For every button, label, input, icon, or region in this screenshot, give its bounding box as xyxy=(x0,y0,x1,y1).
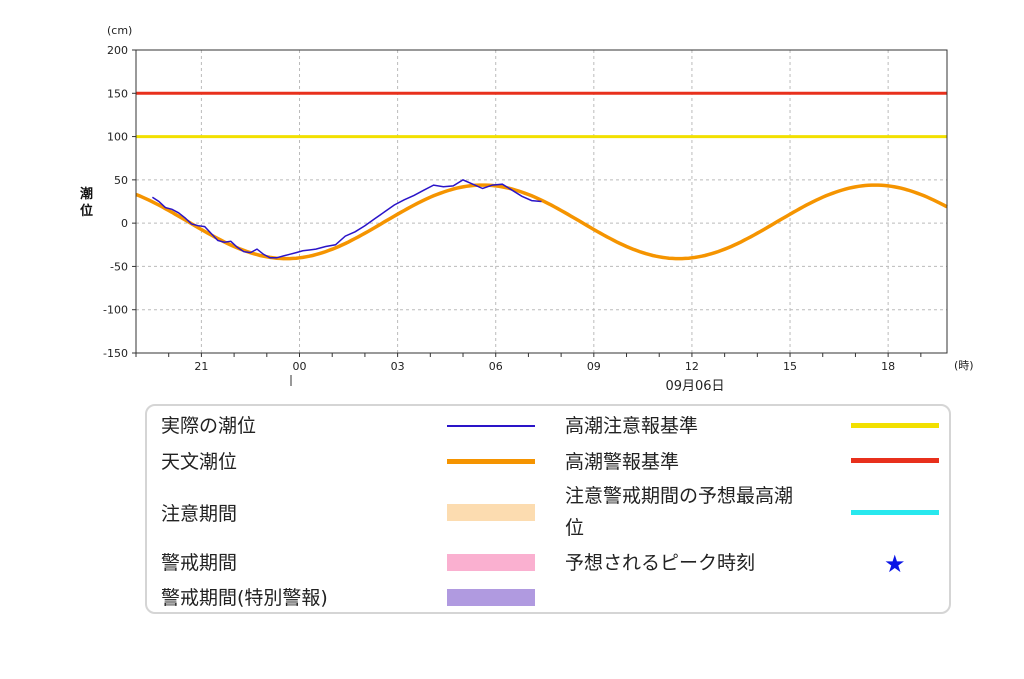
legend-swatch-actual-tide xyxy=(447,425,535,427)
y-tick-label: -100 xyxy=(103,304,128,317)
y-axis-title: 潮位 xyxy=(80,186,93,219)
x-axis: 21 00 03 06 09 12 15 18 xyxy=(135,353,922,373)
y-tick-label: -150 xyxy=(103,347,128,360)
chart-grid xyxy=(136,49,947,354)
legend-swatch-astronomical-tide xyxy=(447,459,535,464)
y-tick-label: 150 xyxy=(107,87,128,100)
x-tick-label: 06 xyxy=(489,360,503,373)
legend-label-peak-time: 予想されるピーク時刻 xyxy=(565,552,756,574)
x-tick-label: 18 xyxy=(881,360,895,373)
x-tick-label: 00 xyxy=(293,360,307,373)
y-tick-label: 100 xyxy=(107,131,128,144)
tide-chart: 200 150 100 50 0 -50 -100 -150 21 00 03 06 09 12 15 18… xyxy=(80,24,974,394)
x-tick-label: 03 xyxy=(391,360,405,373)
plot-frame xyxy=(135,49,948,354)
astronomical-tide-line xyxy=(135,183,948,261)
y-tick-label: 200 xyxy=(107,44,128,57)
x-tick-label: 12 xyxy=(685,360,699,373)
legend-swatch-special-warning-period xyxy=(447,589,535,606)
chart-series xyxy=(135,179,948,261)
legend-swatch-caution-period xyxy=(447,504,535,521)
x-tick-label: 09 xyxy=(587,360,601,373)
y-axis: 200 150 100 50 0 -50 -100 -150 xyxy=(103,44,136,360)
y-tick-label: 0 xyxy=(121,217,128,230)
star-icon: ★ xyxy=(884,550,906,578)
legend-label-caution-period: 注意期間 xyxy=(161,503,238,525)
y-tick-label: -50 xyxy=(110,260,128,273)
legend-swatch-predicted-max xyxy=(851,510,939,515)
legend-label-predicted-max-line1: 注意警戒期間の予想最高潮 xyxy=(565,485,794,507)
y-tick-label: 50 xyxy=(114,174,128,187)
x-tick-label: 21 xyxy=(194,360,208,373)
legend-label-caution-criterion: 高潮注意報基準 xyxy=(565,415,699,437)
legend-swatch-caution-criterion xyxy=(851,423,939,428)
reference-lines xyxy=(136,91,947,139)
actual-tide-line xyxy=(151,179,542,259)
x-tick-label: 15 xyxy=(783,360,797,373)
legend-label-special-warning-period: 警戒期間(特別警報) xyxy=(161,587,328,609)
legend-label-warning-criterion: 高潮警報基準 xyxy=(565,451,680,473)
date-label: 09月06日 xyxy=(665,379,724,394)
legend-label-actual-tide: 実際の潮位 xyxy=(161,415,257,437)
legend-label-astronomical-tide: 天文潮位 xyxy=(161,451,238,473)
legend-label-predicted-max-line2: 位 xyxy=(565,517,585,539)
y-unit-label: (cm) xyxy=(107,24,132,37)
x-unit-label: (時) xyxy=(954,359,974,372)
legend-swatch-warning-criterion xyxy=(851,458,939,463)
legend-label-warning-period: 警戒期間 xyxy=(161,552,238,574)
legend-box: 実際の潮位 天文潮位 注意期間 警戒期間 警戒期間(特別警報) 高潮注意報基準 … xyxy=(145,404,951,614)
legend-swatch-warning-period xyxy=(447,554,535,571)
